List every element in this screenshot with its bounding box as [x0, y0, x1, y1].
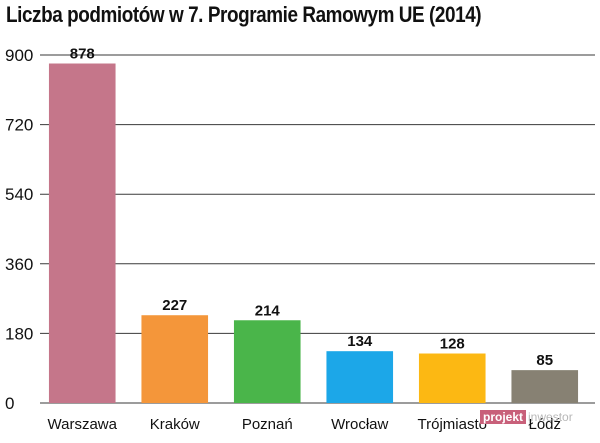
y-tick-label: 540 — [5, 185, 33, 204]
chart-title: Liczba podmiotów w 7. Programie Ramowym … — [6, 2, 482, 27]
category-label: Kraków — [150, 416, 200, 433]
y-tick-label: 180 — [5, 324, 33, 343]
data-label: 134 — [347, 333, 373, 350]
bars — [48, 63, 579, 404]
y-tick-label: 720 — [5, 116, 33, 135]
category-label: Trójmiasto — [418, 416, 487, 433]
data-labels: 878 227 214 134 128 85 — [70, 46, 553, 370]
bar — [326, 351, 394, 403]
bar — [418, 353, 486, 403]
data-label: 214 — [255, 302, 281, 319]
bar — [48, 63, 116, 404]
data-label: 85 — [536, 352, 553, 369]
y-tick-label: 900 — [5, 46, 33, 65]
category-label: Poznań — [242, 416, 293, 433]
watermark-part2: inwestor — [528, 410, 573, 424]
category-labels: Warszawa Kraków Poznań Wrocław Trójmiasto Łód… — [48, 416, 562, 433]
bar — [233, 320, 301, 403]
category-label: Łódź — [528, 416, 561, 433]
y-tick-label: 360 — [5, 255, 33, 274]
watermark-logo: projekt inwestor — [480, 410, 573, 424]
bar — [141, 315, 209, 403]
y-tick-label: 0 — [5, 394, 14, 413]
y-axis-ticks: 0 180 360 540 720 900 — [5, 46, 33, 413]
watermark-part1: projekt — [480, 410, 527, 424]
bar — [511, 370, 579, 403]
gridlines — [40, 54, 595, 404]
category-label: Wrocław — [331, 416, 388, 433]
data-label: 878 — [70, 46, 95, 63]
category-label: Warszawa — [48, 416, 118, 433]
data-label: 227 — [162, 297, 187, 314]
data-label: 128 — [440, 336, 465, 353]
